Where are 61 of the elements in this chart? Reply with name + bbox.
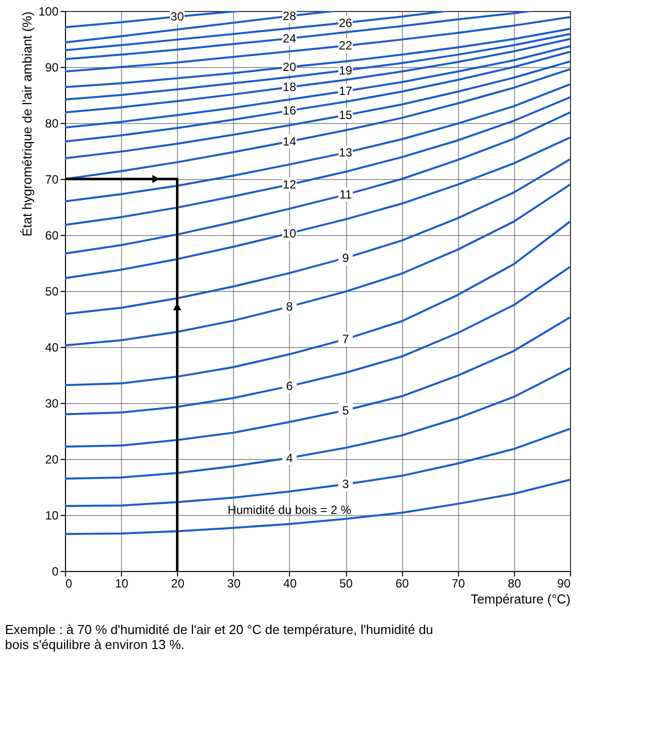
line-series: [65, 11, 532, 60]
series-label: 4: [286, 450, 294, 465]
series-label: 30: [170, 10, 184, 24]
y-tick-label: 0: [52, 564, 59, 578]
y-tick-label: 90: [45, 60, 59, 74]
line-series: [65, 60, 570, 160]
text: Exemple : à 70 % d'humidité de l'air et 20 °C de température, l'humidité du bois s'équilibre à environ 13 %.: [5, 622, 434, 652]
series-label: 17: [338, 84, 353, 98]
series-label: Humidité du bois = 2 %: [228, 502, 352, 517]
line-series: [65, 136, 570, 280]
y-axis-title: État hygrométrique de l'air ambiant (%): [19, 12, 34, 237]
line-series: [65, 367, 570, 480]
series-label: 3: [342, 477, 350, 492]
series-label: 14: [282, 134, 296, 148]
series-label: 15: [338, 108, 353, 122]
series-label: 13: [338, 146, 353, 160]
x-tick-label: 20: [171, 576, 185, 590]
series-label: 18: [282, 80, 296, 94]
series-label: 6: [286, 379, 294, 394]
series-label: 9: [342, 250, 350, 265]
line-series: [65, 478, 570, 536]
x-axis-title: Température (°C): [470, 592, 570, 606]
series-label: 8: [286, 300, 294, 314]
y-tick-label: 50: [45, 284, 59, 298]
x-tick-label: 50: [339, 576, 354, 590]
x-tick-label: 40: [283, 576, 297, 590]
series-label: 16: [282, 104, 296, 118]
x-tick-label: 70: [452, 576, 466, 590]
series-label: 7: [342, 332, 350, 346]
series-label: 10: [282, 226, 296, 240]
line-series: [65, 9, 240, 28]
line-series: [65, 96, 570, 226]
line-series: [65, 158, 570, 315]
series-label: 11: [339, 188, 352, 202]
y-tick-label: 70: [45, 172, 59, 186]
y-tick-label: 100: [38, 4, 59, 18]
line-series: [65, 11, 448, 52]
series-label: 20: [282, 60, 296, 74]
y-tick-label: 80: [45, 116, 59, 130]
x-tick-label: 90: [557, 576, 571, 590]
series-label: 5: [342, 403, 350, 418]
x-tick-label: 0: [66, 576, 72, 590]
series-label: 24: [282, 31, 296, 46]
line-series: [65, 83, 570, 202]
series-label: 22: [338, 38, 353, 53]
line-series: [65, 266, 570, 416]
line-series: [65, 316, 570, 448]
x-tick-label: 10: [114, 576, 129, 590]
x-tick-label: 80: [508, 576, 522, 590]
series-label: 19: [338, 63, 353, 78]
x-tick-label: 30: [227, 576, 241, 590]
y-tick-label: 10: [45, 508, 59, 522]
series-label: 28: [282, 9, 296, 24]
x-tick-label: 60: [395, 576, 410, 590]
y-tick-label: 30: [45, 396, 59, 410]
y-tick-label: 20: [45, 452, 59, 466]
line-series: [65, 32, 570, 100]
series-label: 26: [338, 16, 353, 30]
y-tick-label: 40: [45, 340, 59, 354]
y-tick-label: 60: [45, 228, 59, 242]
series-label: 12: [282, 178, 296, 192]
